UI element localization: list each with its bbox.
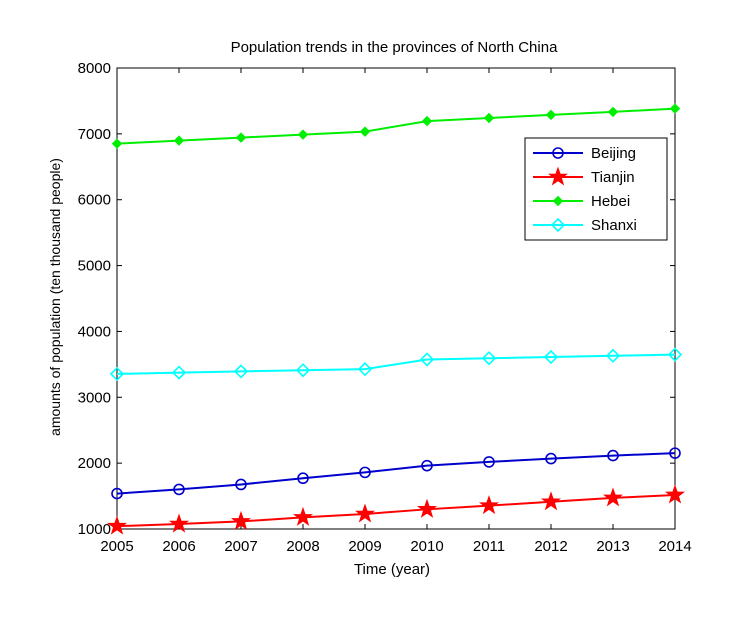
data-point-shanxi [233,364,249,379]
data-point-hebei [483,112,495,124]
data-point-hebei [359,126,371,137]
legend-marker-tianjin [547,166,569,186]
y-tick-label: 8000 [78,60,111,77]
data-point-tianjin [354,503,376,523]
series-tianjin [106,484,686,535]
data-point-shanxi [667,347,683,362]
data-point-shanxi [419,352,435,367]
data-point-tianjin [540,491,562,511]
data-point-hebei [235,132,247,143]
data-point-tianjin [664,484,686,504]
data-point-tianjin [478,495,500,515]
data-point-shanxi [543,349,559,365]
legend-item-shanxi: Shanxi [533,217,637,234]
y-tick-label: 2000 [78,455,111,472]
series-line-beijing [116,452,676,495]
series-line-hebei [116,107,676,145]
data-point-beijing [359,466,371,479]
data-point-beijing [669,447,681,459]
data-point-beijing [297,472,309,485]
data-point-shanxi [109,366,125,382]
data-point-beijing [173,483,185,496]
y-tick-label: 3000 [78,389,111,406]
data-point-tianjin [230,510,252,530]
data-point-hebei [545,109,557,121]
data-point-tianjin [416,498,438,518]
legend-marker-shanxi [550,217,566,233]
legend-label-beijing: Beijing [591,145,636,162]
x-tick-label: 2010 [410,538,443,555]
data-point-beijing [607,449,619,462]
data-point-shanxi [357,362,373,377]
x-tick-label: 2007 [224,538,257,555]
data-point-tianjin [168,513,190,533]
data-point-shanxi [481,351,497,366]
data-point-tianjin [106,515,128,535]
legend-label-shanxi: Shanxi [591,217,637,234]
data-point-beijing [483,456,495,468]
legend-item-tianjin: Tianjin [533,166,635,186]
data-point-hebei [669,103,681,114]
data-point-hebei [607,106,619,118]
series-layer [106,103,686,535]
data-point-shanxi [171,365,187,380]
y-axis-label: amounts of population (ten thousand peop… [47,158,63,436]
x-tick-label: 2005 [100,538,133,555]
legend-item-beijing: Beijing [533,145,636,162]
y-tick-label: 7000 [78,126,111,143]
legend-item-hebei: Hebei [533,193,630,210]
x-axis-label: Time (year) [354,561,430,578]
legend: Beijing Tianjin Hebei Shanxi [524,137,668,241]
legend-marker-hebei [552,195,564,207]
data-point-beijing [235,478,247,491]
y-tick-label: 5000 [78,258,111,275]
y-tick-label: 6000 [78,192,111,209]
series-line-tianjin [116,493,676,528]
data-point-shanxi [295,363,311,378]
data-point-beijing [111,487,123,500]
series-hebei [111,103,681,149]
data-point-beijing [421,459,433,472]
ticks-layer: 2005 2006 2007 2008 2009 2010 2011 2012 2013 2014… [78,60,692,555]
data-point-beijing [545,452,557,465]
y-tick-label: 1000 [78,521,111,538]
data-point-hebei [297,129,309,140]
x-tick-label: 2012 [534,538,567,555]
data-point-shanxi [605,348,621,363]
x-tick-label: 2008 [286,538,319,555]
x-tick-label: 2014 [658,538,691,555]
series-line-shanxi [116,353,676,375]
x-tick-label: 2009 [348,538,381,555]
data-point-hebei [173,135,185,146]
data-point-tianjin [602,487,624,507]
plot-area-frame [116,67,676,530]
series-shanxi [109,347,683,382]
x-tick-label: 2013 [596,538,629,555]
x-tick-label: 2011 [473,538,505,555]
chart-title: Population trends in the provinces of No… [231,39,559,56]
data-point-hebei [111,138,123,149]
series-beijing [111,447,681,500]
y-tick-label: 4000 [78,323,111,340]
legend-box [524,137,668,241]
legend-label-tianjin: Tianjin [591,169,635,186]
data-point-hebei [421,115,433,127]
x-tick-label: 2006 [162,538,195,555]
legend-marker-beijing [552,147,564,159]
legend-label-hebei: Hebei [591,193,630,210]
data-point-tianjin [292,506,314,526]
